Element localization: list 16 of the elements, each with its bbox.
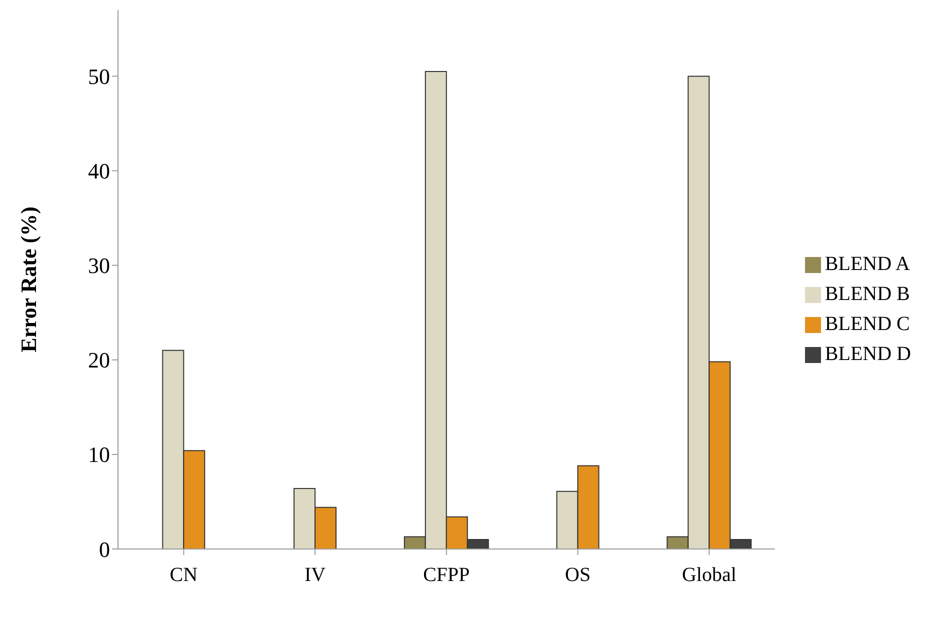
x-tick-label: CFPP bbox=[423, 564, 470, 586]
x-tick-label: IV bbox=[304, 564, 326, 586]
y-tick-label: 10 bbox=[88, 442, 110, 468]
y-tick-label: 0 bbox=[99, 536, 110, 562]
legend-label: BLEND A bbox=[824, 252, 910, 274]
y-tick-label: 30 bbox=[88, 253, 110, 278]
y-axis-title: Error Rate (%) bbox=[16, 206, 41, 352]
x-tick-label: CN bbox=[170, 564, 198, 586]
x-tick-label: Global bbox=[682, 564, 737, 586]
y-tick-label: 50 bbox=[88, 64, 110, 90]
y-tick-label: 20 bbox=[88, 348, 110, 373]
y-tick-label: 40 bbox=[88, 158, 110, 184]
legend-label: BLEND D bbox=[824, 342, 911, 364]
legend-label: BLEND B bbox=[824, 282, 910, 304]
legend-label: BLEND C bbox=[824, 312, 910, 334]
x-tick-label: OS bbox=[565, 564, 591, 586]
